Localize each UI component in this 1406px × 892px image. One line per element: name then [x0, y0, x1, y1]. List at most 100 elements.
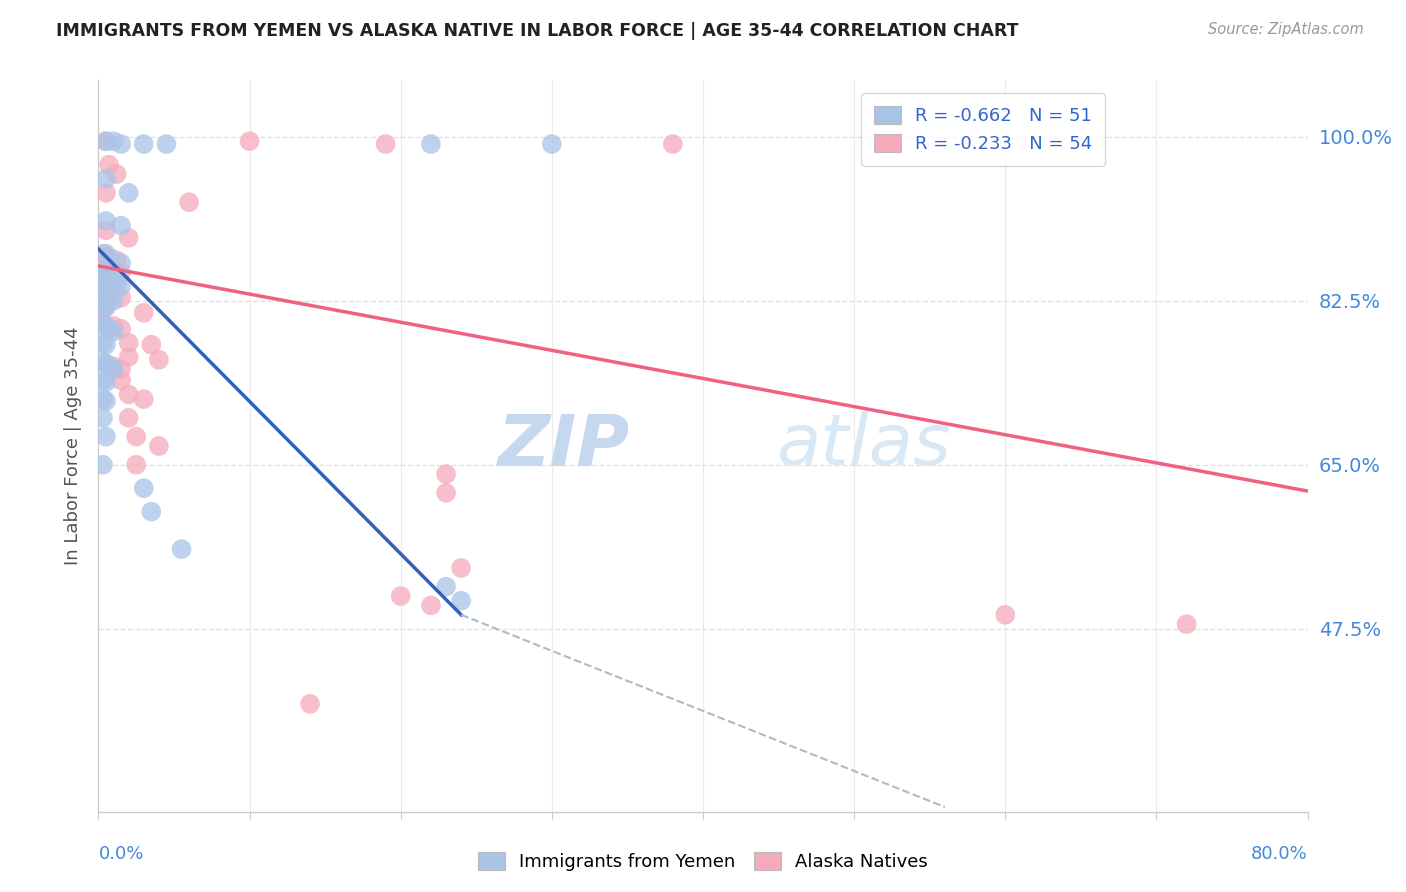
Point: [434, 486, 457, 500]
Point: [125, 458, 148, 472]
Point: [94, 214, 117, 228]
Text: 80.0%: 80.0%: [1251, 845, 1308, 863]
Point: [450, 561, 472, 575]
Point: [91, 293, 114, 308]
Point: [374, 136, 396, 151]
Point: [110, 219, 132, 233]
Point: [540, 136, 562, 151]
Point: [94, 318, 117, 333]
Point: [91, 335, 114, 350]
Point: [98, 291, 121, 305]
Point: [94, 134, 117, 148]
Point: [91, 268, 114, 283]
Point: [105, 277, 128, 291]
Point: [141, 505, 163, 519]
Point: [118, 186, 141, 200]
Point: [98, 272, 121, 286]
Point: [118, 231, 141, 245]
Point: [94, 277, 117, 292]
Point: [118, 350, 141, 364]
Point: [105, 167, 128, 181]
Point: [94, 394, 117, 409]
Point: [98, 359, 121, 374]
Point: [103, 263, 125, 277]
Point: [110, 291, 132, 305]
Point: [94, 296, 117, 310]
Point: [141, 337, 163, 351]
Point: [91, 317, 114, 331]
Point: [94, 281, 117, 295]
Point: [100, 252, 122, 266]
Y-axis label: In Labor Force | Age 35-44: In Labor Force | Age 35-44: [65, 326, 83, 566]
Legend: Immigrants from Yemen, Alaska Natives: Immigrants from Yemen, Alaska Natives: [471, 845, 935, 879]
Point: [94, 250, 117, 264]
Point: [94, 337, 117, 351]
Point: [110, 136, 132, 151]
Point: [103, 325, 125, 339]
Point: [94, 300, 117, 314]
Legend: R = -0.662   N = 51, R = -0.233   N = 54: R = -0.662 N = 51, R = -0.233 N = 54: [860, 93, 1105, 166]
Point: [434, 580, 457, 594]
Point: [118, 410, 141, 425]
Point: [94, 270, 117, 285]
Point: [132, 306, 155, 320]
Point: [94, 289, 117, 303]
Point: [94, 429, 117, 443]
Point: [103, 318, 125, 333]
Point: [110, 256, 132, 270]
Point: [239, 134, 262, 148]
Point: [94, 285, 117, 299]
Point: [98, 272, 121, 286]
Point: [94, 134, 117, 148]
Point: [103, 362, 125, 376]
Point: [110, 322, 132, 336]
Point: [434, 467, 457, 482]
Point: [420, 136, 443, 151]
Point: [103, 359, 125, 374]
Point: [100, 279, 122, 293]
Point: [389, 589, 412, 603]
Point: [91, 281, 114, 295]
Point: [91, 287, 114, 301]
Text: 0.0%: 0.0%: [98, 845, 143, 863]
Point: [91, 410, 114, 425]
Point: [299, 697, 322, 711]
Point: [91, 392, 114, 406]
Point: [91, 303, 114, 318]
Point: [661, 136, 683, 151]
Point: [91, 298, 114, 312]
Point: [91, 246, 114, 260]
Point: [91, 373, 114, 387]
Point: [94, 268, 117, 283]
Point: [125, 429, 148, 443]
Point: [170, 542, 193, 557]
Point: [94, 186, 117, 200]
Point: [98, 285, 121, 299]
Point: [110, 362, 132, 376]
Point: [94, 246, 117, 260]
Point: [94, 356, 117, 370]
Point: [94, 260, 117, 275]
Text: ZIP: ZIP: [498, 411, 630, 481]
Point: [110, 279, 132, 293]
Point: [994, 607, 1017, 622]
Point: [98, 158, 121, 172]
Point: [110, 373, 132, 387]
Point: [155, 136, 177, 151]
Point: [103, 134, 125, 148]
Point: [91, 458, 114, 472]
Point: [91, 266, 114, 280]
Point: [103, 275, 125, 289]
Point: [148, 352, 170, 367]
Point: [132, 392, 155, 406]
Text: Source: ZipAtlas.com: Source: ZipAtlas.com: [1208, 22, 1364, 37]
Point: [94, 171, 117, 186]
Point: [105, 253, 128, 268]
Point: [103, 293, 125, 308]
Point: [91, 317, 114, 331]
Point: [110, 266, 132, 280]
Point: [1175, 617, 1198, 632]
Point: [100, 287, 122, 301]
Point: [420, 599, 443, 613]
Point: [179, 195, 201, 210]
